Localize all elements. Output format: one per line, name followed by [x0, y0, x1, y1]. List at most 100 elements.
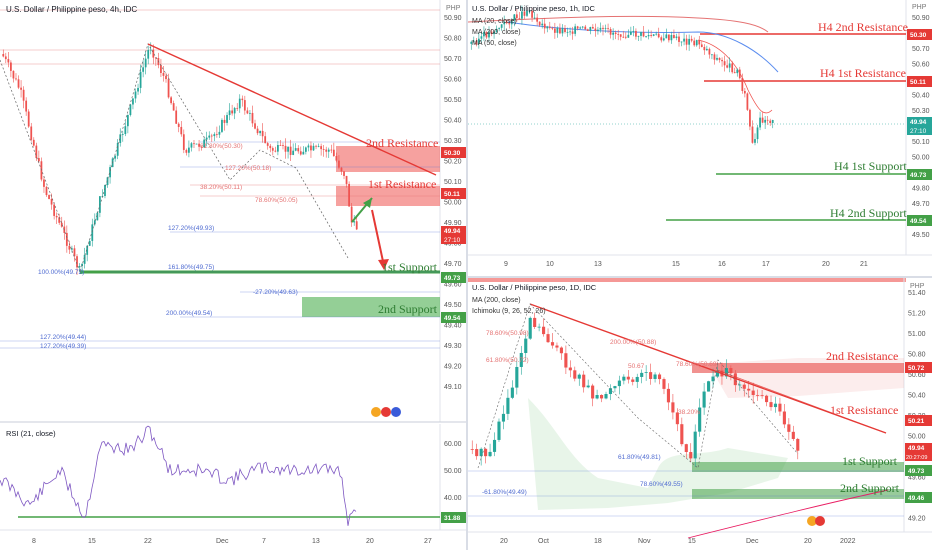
candle — [609, 29, 612, 35]
candle — [152, 49, 155, 58]
chart-1h[interactable]: H4 2nd Resistance H4 1st Resistance H4 1… — [468, 0, 932, 276]
currency-label: PHP — [446, 5, 461, 12]
y-tick: 50.10 — [912, 139, 930, 146]
candle — [223, 119, 226, 123]
candle — [632, 30, 635, 32]
candle — [764, 119, 767, 123]
candle — [515, 14, 518, 19]
candle — [703, 46, 706, 51]
ma-legend: MA (200, close) — [472, 297, 521, 304]
candle — [43, 179, 45, 187]
countdown: 27:10 — [444, 237, 461, 244]
price-badge: 49.54 — [910, 218, 927, 225]
candle — [299, 151, 302, 155]
ma-legend: MA (200, close) — [472, 29, 521, 36]
candle — [698, 407, 702, 432]
chart-1d[interactable]: 2nd Resistance 1st Resistance 1st Suppor… — [468, 278, 932, 550]
candle — [626, 376, 630, 380]
candle — [533, 317, 537, 327]
y-tick: 50.00 — [444, 200, 462, 207]
x-tick: 20 — [366, 538, 374, 545]
candle — [566, 31, 569, 33]
x-tick: 15 — [688, 538, 696, 545]
y-tick: 50.10 — [444, 179, 462, 186]
candle — [279, 145, 282, 146]
chart-4h[interactable]: 2nd Resistance 1st Resistance 1st Suppor… — [0, 0, 466, 550]
fib-label: 200.00%(49.54) — [166, 310, 212, 317]
candle — [743, 91, 746, 94]
candle — [65, 232, 68, 246]
candle — [553, 28, 556, 33]
y-tick: 50.60 — [908, 372, 926, 379]
candle — [144, 58, 147, 68]
fib-label: 50.67 — [628, 363, 645, 370]
panel-1d: 2nd Resistance 1st Resistance 1st Suppor… — [468, 278, 932, 550]
candle — [4, 56, 7, 60]
candle — [769, 402, 773, 408]
candle — [683, 38, 685, 42]
candle — [10, 62, 12, 71]
candle — [693, 431, 697, 459]
candle — [764, 395, 769, 403]
y-tick: 50.60 — [912, 62, 930, 69]
candle — [236, 107, 239, 109]
res1-label: 1st Resistance — [368, 177, 436, 191]
fib-label: -61.80%(49.49) — [482, 489, 527, 496]
y-tick: 51.00 — [908, 331, 926, 338]
candle — [695, 40, 698, 46]
candle — [608, 388, 613, 395]
candle — [647, 34, 650, 37]
price-badge: 49.73 — [910, 172, 927, 179]
candle — [574, 26, 577, 34]
candle — [27, 111, 30, 127]
candle — [83, 254, 86, 264]
candle — [340, 167, 343, 172]
candle — [180, 126, 183, 135]
flag-icons — [371, 407, 401, 417]
candle — [37, 158, 40, 162]
candle — [564, 353, 568, 368]
candle — [771, 119, 774, 123]
candle — [22, 89, 25, 101]
candle — [228, 110, 231, 116]
candle — [165, 75, 167, 80]
candle — [617, 34, 620, 35]
y-tick: 49.20 — [444, 364, 462, 371]
candle — [88, 240, 91, 246]
y-tick: 49.60 — [908, 475, 926, 482]
candle — [715, 370, 720, 377]
candle — [208, 135, 211, 138]
currency-label: PHP — [910, 283, 925, 290]
fib-label: 78.60%(50.69) — [676, 361, 719, 368]
candle — [711, 376, 715, 382]
candle — [640, 372, 644, 377]
ma-legend: MA (50, close) — [472, 40, 517, 47]
candle — [614, 32, 617, 35]
candle — [147, 49, 150, 59]
x-tick: 18 — [594, 538, 602, 545]
candle — [149, 49, 152, 51]
candle — [589, 26, 592, 31]
fib-label: 61.80%(50.30) — [200, 143, 243, 150]
candle — [685, 38, 688, 45]
candle — [322, 149, 325, 150]
x-tick: 15 — [672, 261, 680, 268]
fib-label: 127.20%(49.44) — [40, 334, 86, 341]
candle — [548, 26, 551, 28]
candle — [671, 402, 675, 413]
y-tick: 49.50 — [444, 302, 462, 309]
candle — [586, 385, 590, 388]
candle — [627, 34, 630, 38]
candle — [526, 10, 528, 16]
trendline-4h[interactable] — [147, 43, 437, 176]
sup2-zone — [302, 297, 440, 317]
candle — [93, 220, 96, 225]
candle — [503, 21, 506, 25]
candle — [510, 20, 513, 25]
candle — [353, 221, 356, 223]
candle — [251, 112, 254, 124]
price-badge: 49.46 — [908, 495, 925, 502]
y-tick: 50.00 — [912, 155, 930, 162]
candle — [17, 79, 20, 88]
trendline-1d[interactable] — [529, 303, 887, 434]
